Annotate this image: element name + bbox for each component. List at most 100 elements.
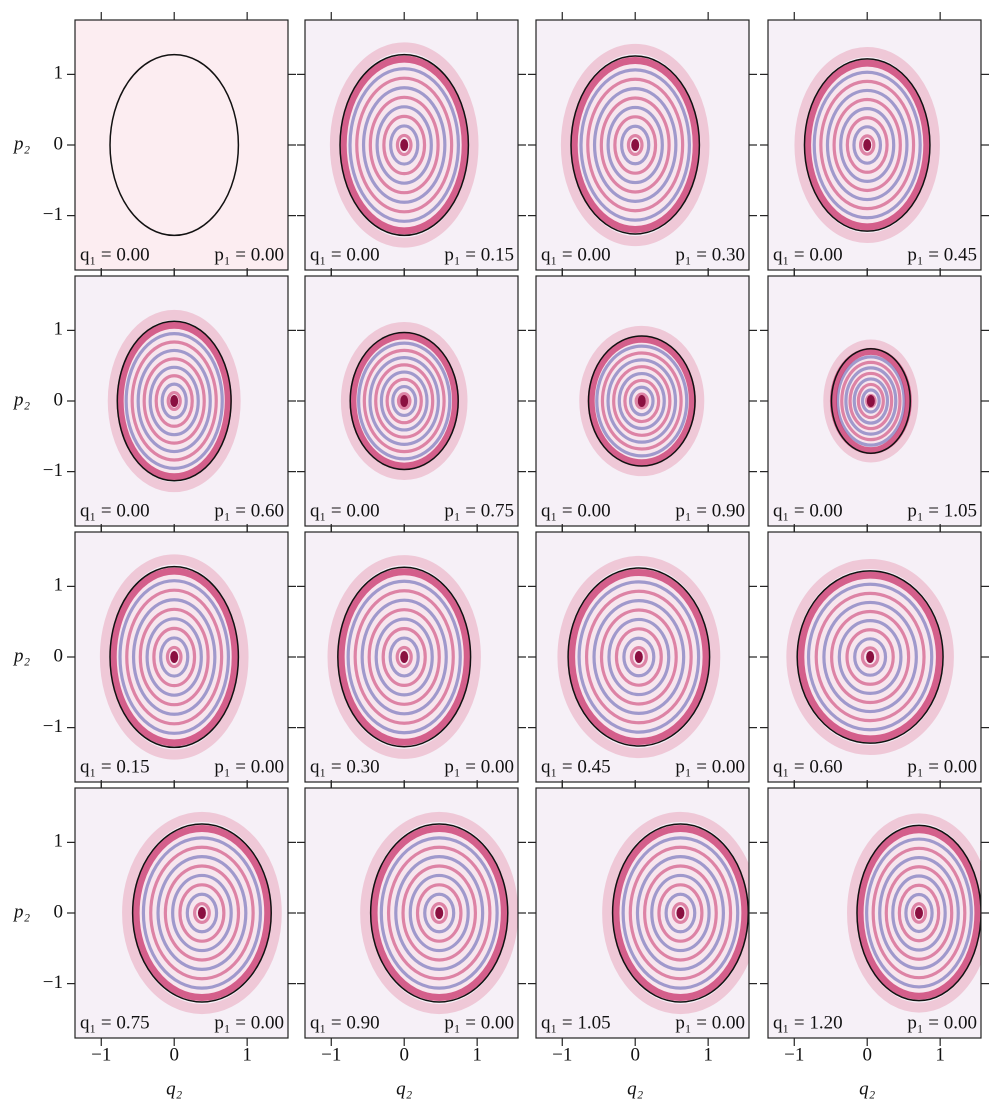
fringe-core [915,907,923,919]
y-tick-label: −1 [43,204,63,225]
pattern [584,331,699,471]
y-axis-label: p₂ [12,389,31,410]
annotation: q₁ = 1.05 [541,1012,611,1033]
pattern [105,559,244,754]
y-tick-label: 0 [54,645,64,666]
x-tick-label: 1 [935,1044,945,1065]
annotation: p₁ = 0.30 [675,244,745,265]
fringe-core [400,651,408,663]
annotation: p₁ = 0.45 [907,244,977,265]
fringe-core [866,651,874,663]
x-tick-label: 0 [399,1044,409,1065]
pattern [828,345,913,458]
pattern [333,560,476,754]
annotation: q₁ = 0.00 [773,500,843,521]
panel: −1 0 1 p₂ q₁ = 0.00 p₁ = 0.60 [12,268,296,534]
x-axis-label: q₂ [396,1078,413,1099]
y-tick-label: 1 [54,831,64,852]
annotation: q₁ = 0.00 [541,244,611,265]
x-tick-label: −1 [91,1044,111,1065]
y-tick-label: 0 [54,901,64,922]
panel: q₁ = 0.30 p₁ = 0.00 [297,524,526,790]
y-tick-label: 0 [54,389,64,410]
pattern [799,52,935,238]
fringe-core [400,139,408,151]
x-axis-label: q₂ [859,1078,876,1099]
fringe-core [635,651,643,663]
panel: −101p₂q₁ = 0.00p₁ = 0.00 [12,12,296,278]
fringe-core [631,139,639,151]
pattern [127,817,277,1009]
annotation: p₁ = 0.75 [444,500,514,521]
y-tick-label: −1 [43,460,63,481]
y-axis-label: p₂ [12,901,31,922]
pattern [365,817,513,1009]
fringe-core [170,651,178,663]
annotation: p₁ = 1.05 [907,500,977,521]
y-tick-label: 1 [54,575,64,596]
annotation: q₁ = 0.00 [310,500,380,521]
panel: q₁ = 0.00 p₁ = 0.15 [297,12,526,278]
y-tick-label: −1 [43,716,63,737]
fringe-core [198,907,206,919]
annotation: q₁ = 0.00 [541,500,611,521]
annotation: p₁ = 0.00 [214,756,284,777]
panel: q₁ = 0.00 p₁ = 0.45 [760,12,989,278]
annotation: p₁ = 0.60 [214,500,284,521]
pattern [113,315,236,487]
panel: −101q₂q₁ = 0.90p₁ = 0.00 [297,780,526,1099]
annotation: p₁ = 0.00 [907,756,977,777]
panel: q₁ = 0.45p₁ = 0.00 [528,524,757,790]
x-axis-label: q₂ [166,1078,183,1099]
panel: q₁ = 0.60 p₁ = 0.00 [760,524,989,790]
fringe-core [863,139,871,151]
y-tick-label: 1 [54,319,64,340]
pattern [335,47,474,242]
y-axis-label: p₂ [12,645,31,666]
fringe-core [435,907,443,919]
x-tick-label: −1 [784,1044,804,1065]
x-tick-label: 0 [862,1044,872,1065]
fringe-core [638,395,646,407]
x-tick-label: −1 [552,1044,572,1065]
annotation: p₁ = 0.90 [675,500,745,521]
annotation: q₁ = 0.60 [773,756,843,777]
panel: −1 0 1 p₂ q₁ = 0.15 p₁ = 0.00 [12,524,296,790]
x-tick-label: 0 [630,1044,640,1065]
fringe-core [867,395,875,407]
pattern [562,561,715,753]
annotation: q₁ = 0.00 [80,500,150,521]
annotation: p₁ = 0.00 [907,1012,977,1033]
panel-background [75,20,288,270]
annotation: p₁ = 0.00 [214,1012,284,1033]
annotation: p₁ = 0.15 [444,244,514,265]
annotation: p₁ = 0.00 [675,1012,745,1033]
annotation: q₁ = 0.30 [310,756,380,777]
panel: −1 0 1 q₂ q₁ = 1.05 p₁ = 0.00 [528,780,757,1099]
y-tick-label: −1 [43,972,63,993]
annotation: q₁ = 0.15 [80,756,150,777]
fringe-core [170,395,178,407]
annotation: p₁ = 0.00 [675,756,745,777]
y-axis-label: p₂ [12,133,31,154]
annotation: p₁ = 0.00 [444,1012,514,1033]
figure: −1 0 1 p₂ q₁ = 0.00 p₁ = 0.00 q₁ = 0.00 p₁ = 0.… [0,0,992,1115]
x-tick-label: 1 [242,1044,252,1065]
annotation: q₁ = 0.00 [773,244,843,265]
pattern [346,327,463,475]
x-tick-label: −1 [321,1044,341,1065]
panel: q₁ = 0.00 p₁ = 0.75 [297,268,526,534]
fringe-core [400,395,408,407]
annotation: q₁ = 0.00 [80,244,150,265]
panel: q₁ = 0.00 p₁ = 0.30 [528,12,757,278]
annotation: p₁ = 0.00 [444,756,514,777]
x-tick-label: 1 [472,1044,482,1065]
y-tick-label: 1 [54,63,64,84]
panel: q₁ = 0.00 p₁ = 1.05 [760,268,989,534]
annotation: q₁ = 0.00 [310,244,380,265]
x-axis-label: q₂ [627,1078,644,1099]
panel: q₁ = 0.00 p₁ = 0.90 [528,268,757,534]
x-tick-label: 1 [703,1044,713,1065]
